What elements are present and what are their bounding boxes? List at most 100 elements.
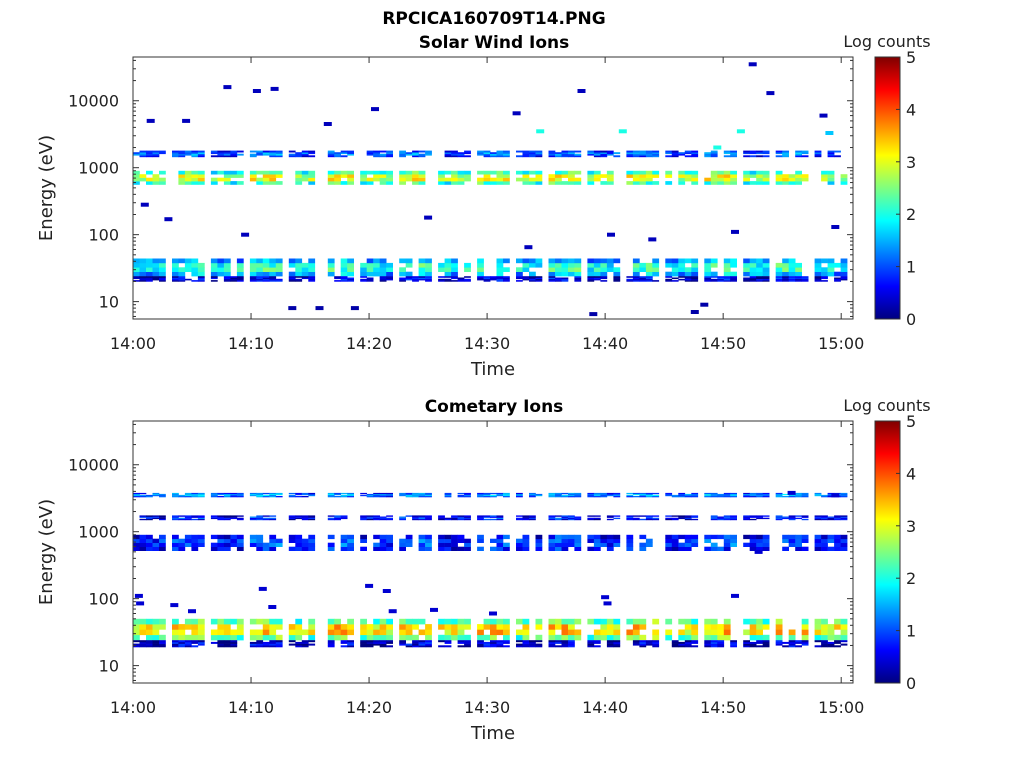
- heatmap-cell: [197, 177, 205, 182]
- heatmap-cell: [704, 640, 712, 643]
- x-tick-label: 14:40: [582, 334, 628, 353]
- heatmap-cell: [197, 538, 205, 543]
- heatmap-cell: [288, 634, 296, 641]
- heatmap-cell: [652, 492, 660, 495]
- heatmap-cell: [827, 181, 835, 185]
- heatmap-cell: [301, 262, 309, 268]
- heatmap-cell: [782, 174, 789, 178]
- heatmap-cell: [568, 542, 575, 547]
- heatmap-cell: [178, 276, 186, 278]
- heatmap-cell: [645, 276, 653, 278]
- heatmap-cell: [782, 152, 789, 155]
- heatmap-cell: [801, 515, 809, 517]
- heatmap-cell: [626, 538, 634, 543]
- heatmap-cell: [671, 538, 679, 543]
- heatmap-cell: [723, 634, 731, 641]
- heatmap-cell: [483, 177, 491, 182]
- heatmap-cell: [327, 640, 335, 643]
- heatmap-cell: [652, 494, 660, 497]
- heatmap-cell: [133, 492, 140, 495]
- heatmap-cell: [172, 515, 179, 517]
- heatmap-cell: [587, 494, 595, 497]
- heatmap-cell: [529, 152, 536, 155]
- heatmap-cell: [795, 515, 802, 517]
- heatmap-cell: [464, 546, 471, 551]
- heatmap-cell: [379, 174, 387, 178]
- heatmap-cell: [652, 271, 660, 277]
- heatmap-cell: [600, 542, 608, 547]
- heatmap-cell: [425, 624, 432, 630]
- heatmap-cell: [749, 174, 757, 178]
- heatmap-cell: [191, 181, 199, 185]
- heatmap-cell: [743, 493, 750, 496]
- heatmap-cell: [503, 640, 510, 643]
- heatmap-cell: [451, 634, 458, 641]
- heatmap-cell: [827, 152, 835, 155]
- heatmap-cell: [477, 643, 484, 646]
- heatmap-cell: [418, 174, 426, 178]
- heatmap-cell: [249, 517, 257, 520]
- heatmap-cell: [834, 538, 841, 543]
- heatmap-cell: [639, 262, 647, 268]
- heatmap-cell: [146, 618, 153, 625]
- heatmap-cell: [483, 645, 491, 648]
- colorbar-tick-label: 4: [906, 464, 916, 483]
- heatmap-cell: [522, 174, 530, 178]
- heatmap-cell: [425, 262, 432, 268]
- heatmap-cell: [418, 534, 426, 540]
- heatmap-cell: [496, 629, 504, 636]
- heatmap-cell: [275, 542, 283, 547]
- heatmap-cell: [133, 153, 140, 156]
- heatmap-cell: [522, 515, 530, 517]
- heatmap-cell: [360, 640, 367, 643]
- heatmap-cell: [373, 153, 380, 156]
- heatmap-cell: [522, 267, 530, 272]
- heatmap-cell: [340, 624, 348, 630]
- heatmap-cell: [775, 643, 783, 646]
- heatmap-cell: [827, 153, 835, 156]
- heatmap-cell: [184, 518, 192, 521]
- heatmap-cell: [223, 177, 231, 182]
- heatmap-cell: [217, 493, 225, 496]
- heatmap-cell: [438, 640, 445, 643]
- heatmap-cell: [327, 546, 335, 551]
- heatmap-cell: [503, 276, 510, 278]
- heatmap-cell: [503, 174, 510, 178]
- heatmap-cell: [483, 624, 491, 630]
- heatmap-cell: [574, 277, 582, 280]
- heatmap-cell: [366, 496, 374, 498]
- heatmap-cell: [743, 645, 750, 648]
- heatmap-cell: [172, 267, 179, 272]
- heatmap-cell: [256, 643, 264, 646]
- heatmap-cell: [438, 267, 445, 272]
- heatmap-cell: [574, 634, 582, 641]
- heatmap-cell: [587, 150, 595, 153]
- heatmap-cell: [762, 634, 770, 641]
- heatmap-cell: [262, 153, 270, 156]
- heatmap-cell: [308, 634, 316, 641]
- heatmap-cell: [379, 618, 387, 625]
- heatmap-cell: [827, 174, 835, 178]
- heatmap-cell: [295, 258, 303, 264]
- heatmap-cell: [295, 262, 303, 268]
- heatmap-cell: [464, 267, 471, 272]
- heatmap-cell: [503, 280, 510, 282]
- heatmap-cell: [756, 629, 763, 636]
- heatmap-cell: [152, 546, 160, 551]
- heatmap-cell: [373, 170, 380, 175]
- heatmap-cell: [457, 494, 465, 497]
- heatmap-cell: [814, 267, 822, 272]
- heatmap-cell: [632, 496, 640, 498]
- heatmap-cell: [340, 634, 348, 641]
- heatmap-cell: [632, 258, 640, 264]
- heatmap-cell: [444, 267, 452, 272]
- heatmap-cell: [555, 153, 562, 156]
- heatmap-cell: [288, 153, 296, 156]
- heatmap-cell: [386, 624, 393, 630]
- heatmap-cell: [691, 153, 699, 156]
- heatmap-cell: [775, 634, 783, 641]
- heatmap-cell: [217, 258, 225, 264]
- heatmap-cell: [288, 306, 297, 311]
- heatmap-cell: [678, 177, 686, 182]
- heatmap-cell: [652, 517, 660, 520]
